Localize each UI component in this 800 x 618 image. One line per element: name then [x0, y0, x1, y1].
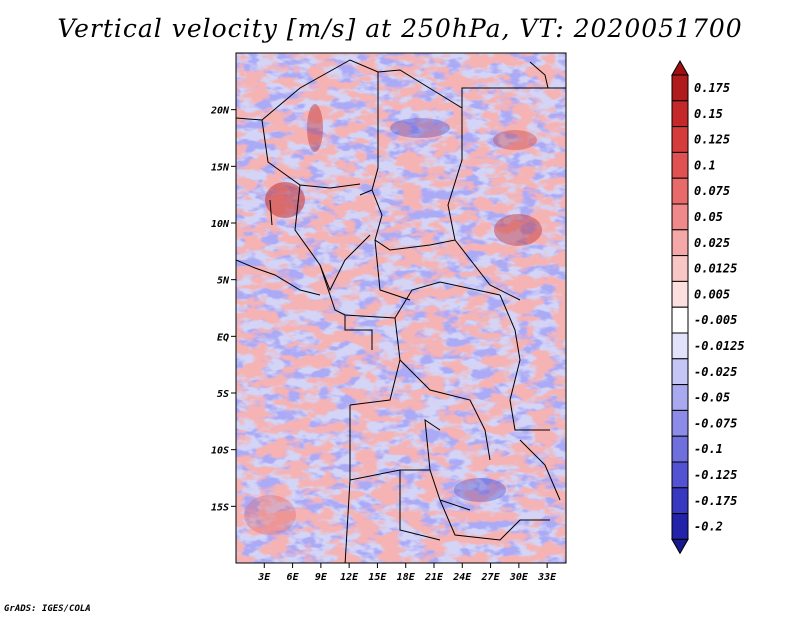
colorbar-swatch [671, 306, 689, 334]
colorbar-label: 0.1 [694, 158, 716, 172]
lat-tick-label: 15N [211, 162, 230, 173]
colorbar-swatch [671, 332, 689, 360]
colorbar-swatch [671, 255, 689, 282]
updraft-patch [493, 130, 537, 150]
country-borders [236, 59, 566, 563]
colorbar-swatch [671, 280, 689, 308]
colorbar-top-arrow [671, 59, 689, 76]
colorbar-label: 0.05 [694, 210, 723, 224]
lon-tick-label: 15E [368, 572, 387, 583]
colorbar-bottom-arrow [671, 538, 689, 555]
colorbar-label: -0.0125 [694, 339, 745, 353]
downdraft-patch [390, 118, 450, 138]
updraft-patch [244, 495, 296, 535]
lat-tick-label: 15S [211, 502, 229, 513]
colorbar-label: -0.125 [694, 468, 737, 482]
colorbar-swatch [671, 177, 689, 205]
colorbar-label: 0.175 [694, 81, 730, 95]
colorbar-label: 0.15 [694, 107, 723, 121]
lon-tick-label: 6E [287, 572, 300, 583]
colorbar-label: -0.005 [694, 313, 737, 327]
colorbar-swatch [671, 151, 689, 179]
colorbar-swatch [671, 229, 689, 257]
colorbar: 0.175 0.15 0.125 0.1 0.075 0.05 0.025 0.0125 0.0… [671, 59, 745, 555]
lon-tick-label: 3E [257, 572, 271, 583]
lon-tick-label: 21E [424, 572, 444, 583]
lat-tick-label: 10S [211, 446, 229, 457]
lon-tick-label: 24E [452, 572, 472, 583]
lon-tick-label: 18E [397, 572, 416, 583]
colorbar-swatch [671, 461, 689, 489]
colorbar-swatch [671, 435, 689, 463]
colorbar-label: 0.025 [694, 236, 730, 250]
lon-tick-label: 27E [481, 572, 501, 583]
plot-title: Vertical velocity [m/s] at 250hPa, VT: 2… [57, 14, 743, 43]
colorbar-swatch [671, 384, 689, 411]
colorbar-swatch [671, 74, 689, 102]
colorbar-swatch [671, 203, 689, 231]
colorbar-label: 0.075 [694, 184, 730, 198]
colorbar-swatch [671, 358, 689, 386]
map-frame [235, 52, 567, 564]
lat-tick-label: 5S [217, 389, 229, 400]
colorbar-label: -0.025 [694, 365, 737, 379]
colorbar-swatch [671, 409, 689, 437]
downdraft-patch [454, 478, 506, 502]
colorbar-label: -0.05 [694, 391, 730, 405]
colorbar-label: 0.0125 [694, 262, 737, 276]
lat-tick-label: 5N [217, 276, 230, 287]
updraft-patch [494, 214, 542, 246]
updraft-patch [307, 104, 323, 152]
grads-credit: GrADS: IGES/COLA [4, 604, 91, 614]
latitude-axis: 20N 15N 10N 5N EQ 5S 10S 15S [210, 106, 236, 513]
lat-tick-label: 10N [211, 219, 230, 230]
colorbar-swatch [671, 100, 689, 128]
colorbar-label: 0.125 [694, 133, 730, 147]
colorbar-label: -0.1 [694, 442, 723, 456]
colorbar-swatch [671, 487, 689, 515]
colorbar-label: -0.175 [694, 494, 737, 508]
colorbar-swatch [671, 513, 689, 540]
colorbar-label: -0.2 [694, 520, 723, 534]
colorbar-swatch [671, 126, 689, 153]
lon-tick-label: 9E [315, 572, 328, 583]
updraft-patch [265, 182, 305, 218]
lat-tick-label: 20N [210, 106, 230, 117]
lon-tick-label: 30E [509, 572, 529, 583]
colorbar-label: -0.075 [694, 416, 737, 430]
lat-tick-label: EQ [217, 332, 229, 343]
lon-tick-label: 12E [340, 572, 359, 583]
lon-tick-label: 33E [537, 572, 557, 583]
longitude-axis: 3E 6E 9E 12E 15E 18E 21E 24E 27E 30E 33E [257, 563, 557, 583]
colorbar-label: 0.005 [694, 287, 730, 301]
velocity-field [236, 53, 566, 563]
